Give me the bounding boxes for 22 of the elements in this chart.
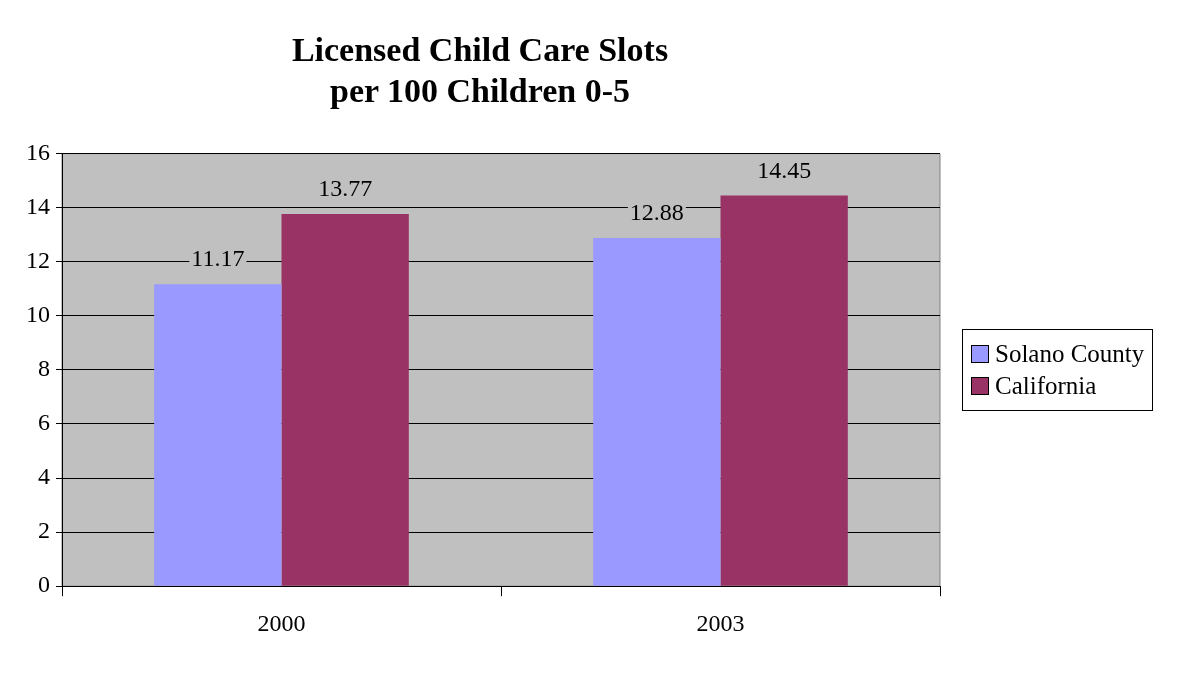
y-tick-label: 10 bbox=[26, 301, 50, 328]
x-tick-label: 2003 bbox=[696, 609, 745, 636]
data-label: 13.77 bbox=[318, 175, 373, 202]
y-tick-label: 2 bbox=[38, 517, 50, 544]
legend-label: California bbox=[995, 371, 1097, 400]
y-tick-label: 16 bbox=[26, 138, 50, 165]
y-tick-label: 4 bbox=[38, 463, 50, 490]
chart-title: Licensed Child Care Slots per 100 Children 0-5 bbox=[291, 31, 669, 109]
bar bbox=[593, 237, 721, 586]
bar bbox=[154, 284, 282, 586]
y-tick-label: 8 bbox=[38, 355, 50, 382]
data-label: 14.45 bbox=[757, 156, 812, 183]
bar bbox=[720, 195, 848, 586]
y-tick-label: 14 bbox=[26, 192, 50, 219]
y-tick-label: 6 bbox=[38, 409, 50, 436]
x-tick-label: 2000 bbox=[257, 609, 306, 636]
data-label: 12.88 bbox=[629, 199, 684, 226]
legend-label: Solano County bbox=[995, 339, 1145, 368]
y-tick-label: 0 bbox=[38, 571, 50, 598]
bar bbox=[281, 213, 409, 586]
data-label: 11.17 bbox=[191, 245, 245, 272]
y-tick-label: 12 bbox=[26, 247, 50, 274]
